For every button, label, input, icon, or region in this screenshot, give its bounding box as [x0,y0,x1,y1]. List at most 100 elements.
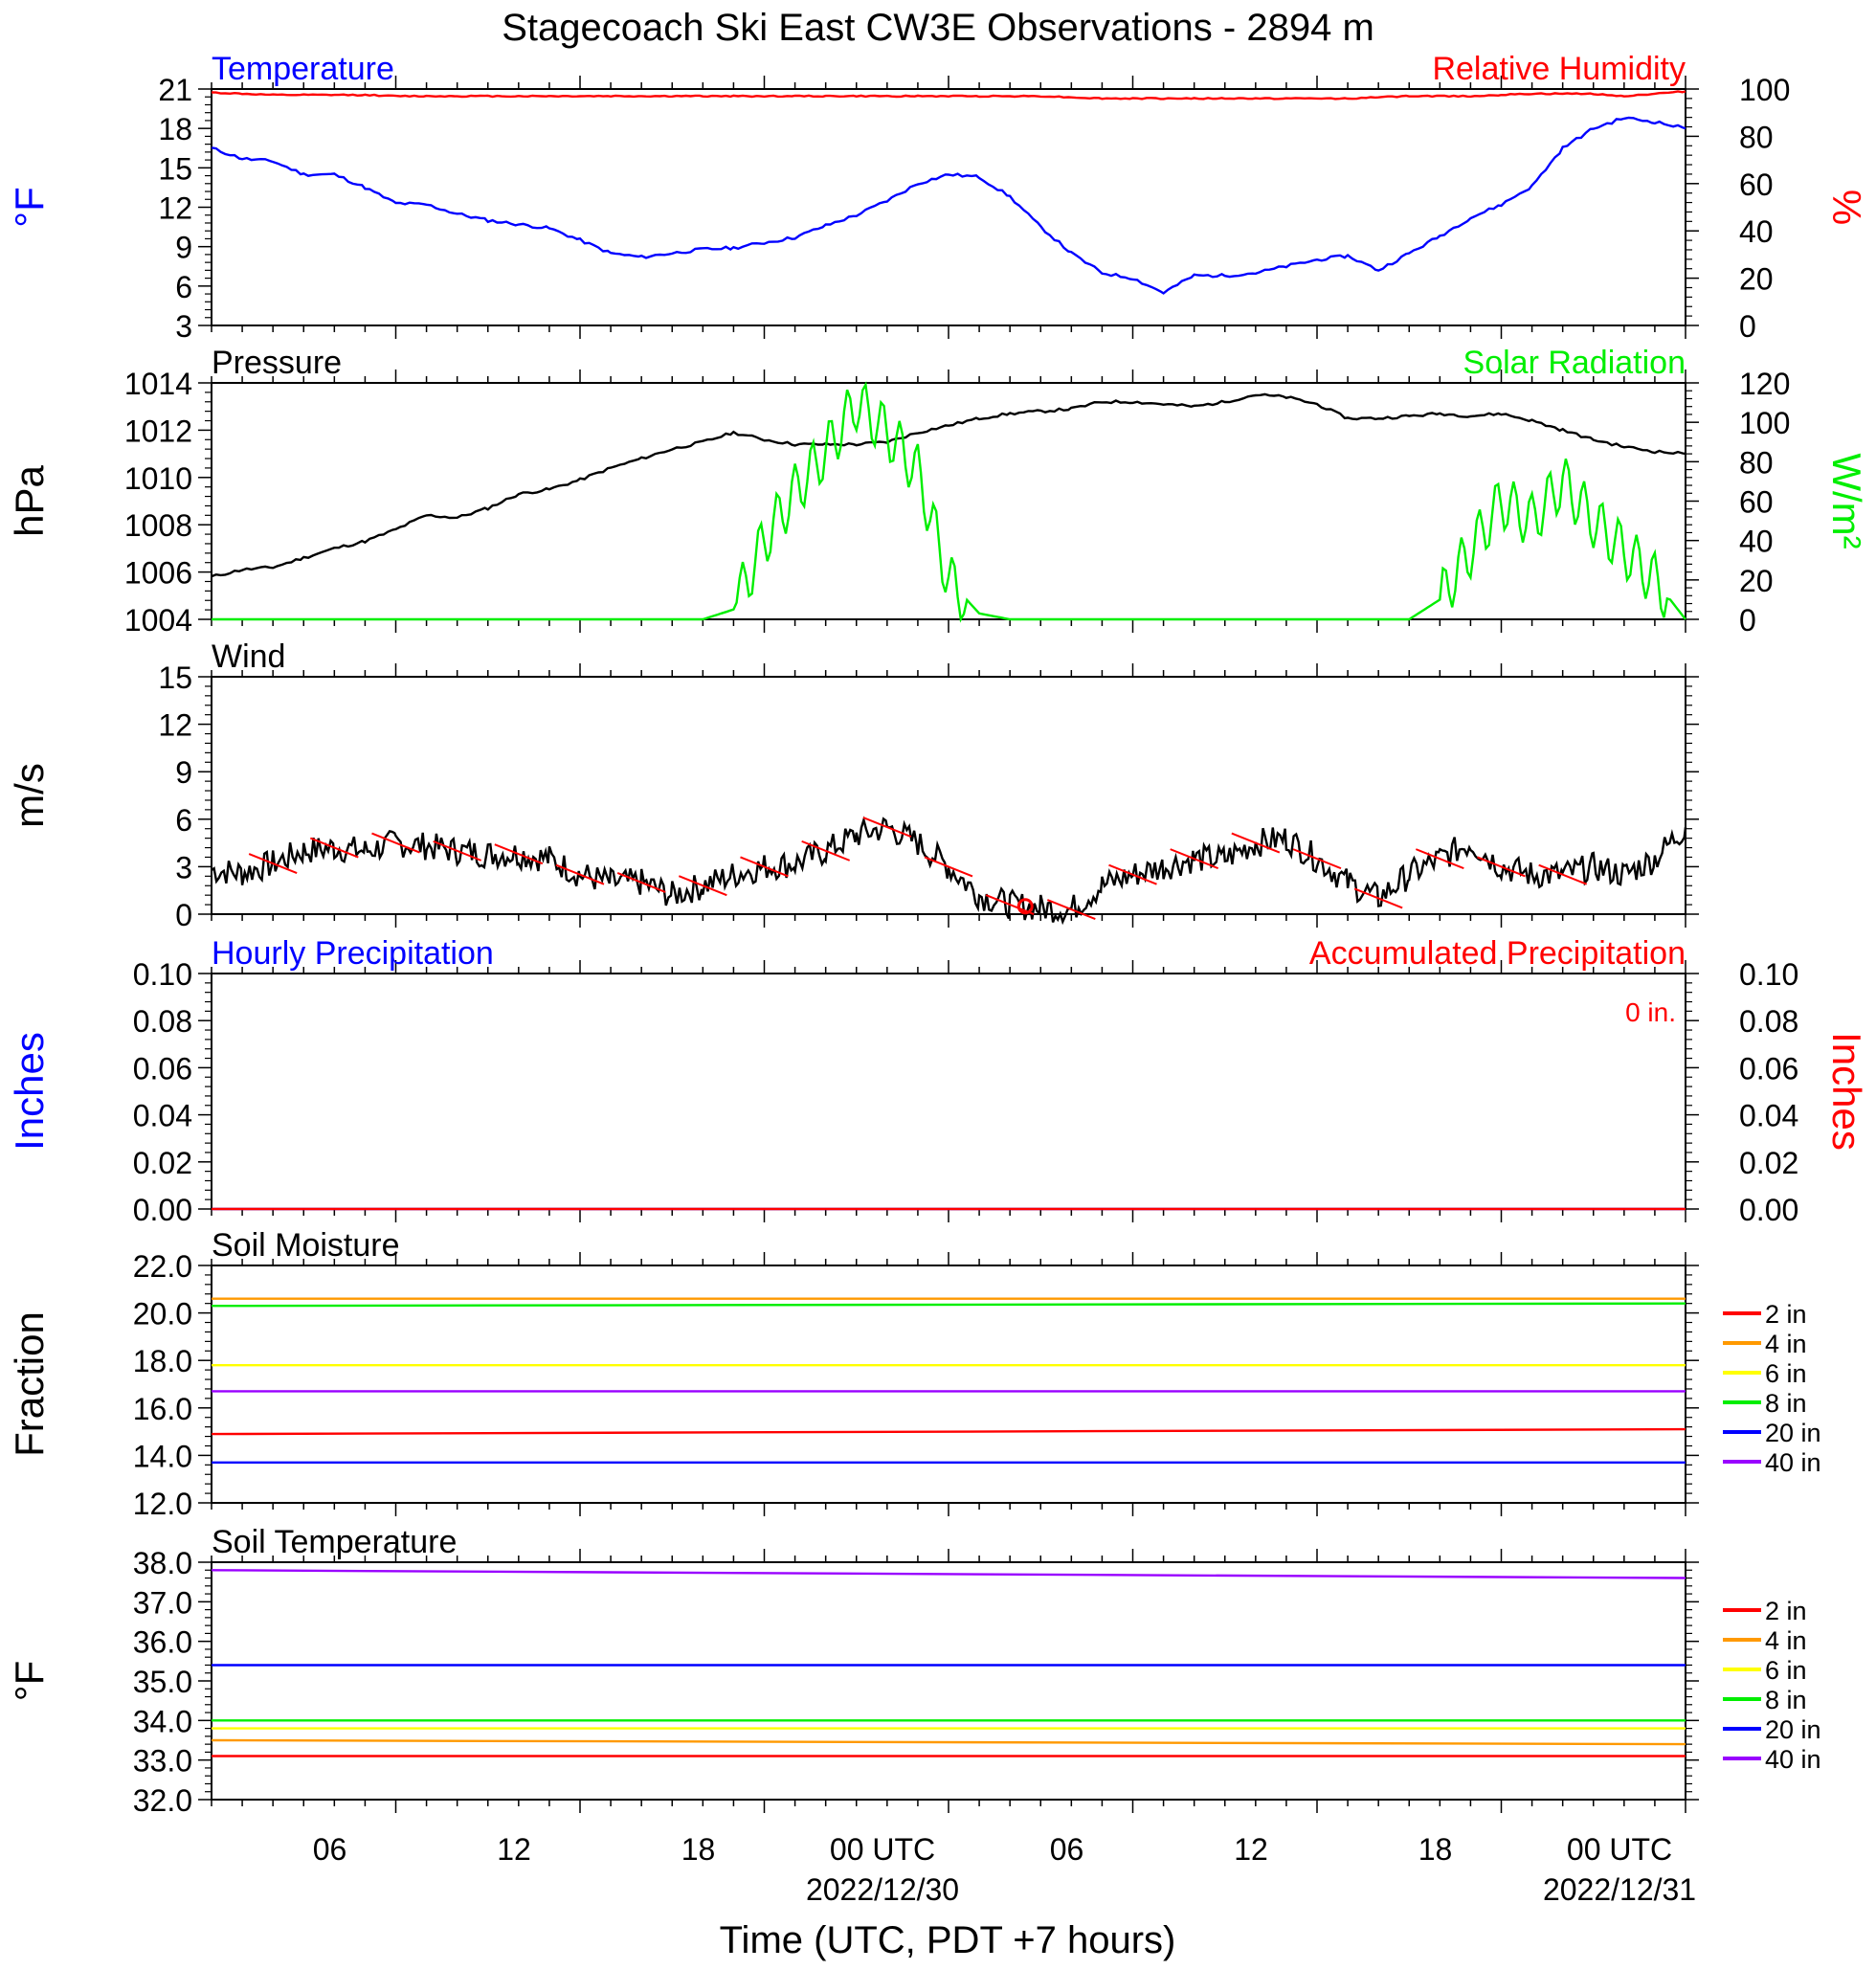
wind-barb [616,872,666,893]
y-tick-label: 16.0 [133,1392,192,1426]
soil-temperature-frame [211,1561,1686,1801]
precipitation-ylabel-left: Inches [7,1032,52,1151]
y-tick-label: 0.02 [133,1146,192,1180]
temperature-title-left: Temperature [212,51,394,87]
soil-temperature-series-4-in [211,1738,1686,1746]
legend-label: 2 in [1765,1300,1807,1329]
y-right-tick-label: 100 [1739,73,1790,107]
soil-moisture-frame [211,1265,1686,1504]
wind-barb [740,856,789,878]
wind-barb [1538,863,1588,885]
y-right-tick-label: 0 [1739,603,1756,638]
y-right-tick-label: 120 [1739,367,1790,401]
precipitation-title-left: Hourly Precipitation [212,935,494,972]
y-tick-label: 14.0 [133,1439,192,1473]
y-right-tick-label: 80 [1739,120,1774,154]
soil-moisture-ylabel-left: Fraction [7,1311,52,1457]
wind-barb [309,837,359,859]
y-tick-label: 18.0 [133,1344,192,1378]
y-tick-label: 1012 [124,414,192,448]
y-tick-label: 18 [158,112,192,146]
y-right-tick-label: 40 [1739,525,1774,559]
wind-title-left: Wind [212,638,285,675]
wind-barb [555,863,605,885]
x-tick-label: 06 [1050,1832,1084,1867]
wind-barb [801,839,851,862]
soil-temperature-ylabel-left: °F [7,1661,52,1701]
y-tick-label: 9 [175,755,192,790]
soil-temperature-title-left: Soil Temperature [212,1524,457,1560]
y-tick-label: 34.0 [133,1704,192,1738]
wind-barb [678,875,727,897]
wind-barb [1108,863,1157,885]
y-tick-label: 12 [158,191,192,226]
wind-panel: 15 12 9 6 3 0 Wind m/s [7,638,1699,932]
y-tick-label: 0.10 [133,957,192,992]
x-tick-date: 2022/12/31 [1543,1872,1696,1907]
y-right-tick-label: 0.02 [1739,1146,1798,1180]
soil-moisture-title-left: Soil Moisture [212,1227,400,1264]
legend-label: 8 in [1765,1686,1807,1714]
precipitation-title-right: Accumulated Precipitation [1309,935,1686,972]
y-right-tick-label: 80 [1739,445,1774,480]
precipitation-annotation: 0 in. [1625,997,1676,1027]
wind-ylabel-left: m/s [7,763,52,828]
y-tick-label: 6 [175,803,192,838]
temperature-ylabel-right: % [1824,190,1869,225]
legend-label: 8 in [1765,1389,1807,1418]
legend-label: 40 in [1765,1745,1821,1774]
y-right-tick-label: 20 [1739,262,1774,297]
y-right-tick-label: 20 [1739,564,1774,598]
y-tick-label: 12 [158,708,192,743]
pressure-ylabel-right: W/m² [1824,453,1869,548]
pressure-series-pressure [211,392,1686,578]
wind-barb [1353,887,1403,909]
wind-series-wind-speed [211,816,1687,926]
legend-label: 4 in [1765,1330,1807,1358]
y-right-tick-label: 100 [1739,406,1790,440]
x-tick-label: 00 UTC [830,1832,935,1867]
y-tick-label: 36.0 [133,1625,192,1660]
wind-barb [371,832,420,854]
y-right-tick-label: 0.08 [1739,1004,1798,1039]
x-tick-date: 2022/12/30 [806,1872,959,1907]
pressure-panel: 1014 1012 1010 1008 1006 1004 120 100 80 60 40 20 0 P… [7,345,1869,638]
temperature-title-right: Relative Humidity [1432,51,1686,87]
legend-label: 4 in [1765,1626,1807,1655]
y-tick-label: 38.0 [133,1546,192,1580]
temperature-series-relative-humidity [211,90,1686,101]
pressure-frame [211,382,1686,620]
figure-title: Stagecoach Ski East CW3E Observations - … [502,7,1374,49]
y-tick-label: 15 [158,151,192,186]
y-tick-label: 1006 [124,556,192,591]
y-right-tick-label: 0 [1739,309,1756,344]
precipitation-panel: 0.10 0.08 0.06 0.04 0.02 0.00 0.10 0.08 0.06 0.04… [7,935,1869,1227]
wind-barb [248,853,298,875]
wind-barb [433,839,482,862]
time-axis: 06 12 18 00 UTC 2022/12/30 06 12 18 00 UTC 2022/1… [313,1832,1696,1907]
y-tick-label: 33.0 [133,1744,192,1779]
x-tick-label: 12 [497,1832,531,1867]
y-tick-label: 1008 [124,508,192,543]
soil-moisture-panel: 22.0 20.0 18.0 16.0 14.0 12.0 Soil Moisture Fra… [7,1227,1821,1521]
legend-label: 6 in [1765,1359,1807,1388]
wind-barb [1046,899,1096,920]
y-right-tick-label: 0.06 [1739,1051,1798,1086]
y-tick-label: 1014 [124,367,192,401]
y-tick-label: 12.0 [133,1487,192,1521]
soil-temperature-panel: 38.0 37.0 36.0 35.0 34.0 33.0 32.0 Soil Tempera… [7,1524,1821,1818]
wind-barb [1477,856,1526,878]
y-tick-label: 0.08 [133,1004,192,1039]
temperature-ylabel-left: °F [7,187,52,227]
y-tick-label: 1004 [124,603,192,638]
y-tick-label: 0 [175,898,192,932]
y-tick-label: 3 [175,850,192,884]
y-tick-label: 9 [175,231,192,265]
precipitation-frame [211,973,1686,1210]
y-tick-label: 32.0 [133,1783,192,1818]
y-tick-label: 15 [158,660,192,695]
soil-temperature-series-40-in [211,1569,1686,1579]
y-tick-label: 0.04 [133,1099,192,1133]
wind-barb [1170,848,1219,870]
wind-barb [985,894,1035,916]
